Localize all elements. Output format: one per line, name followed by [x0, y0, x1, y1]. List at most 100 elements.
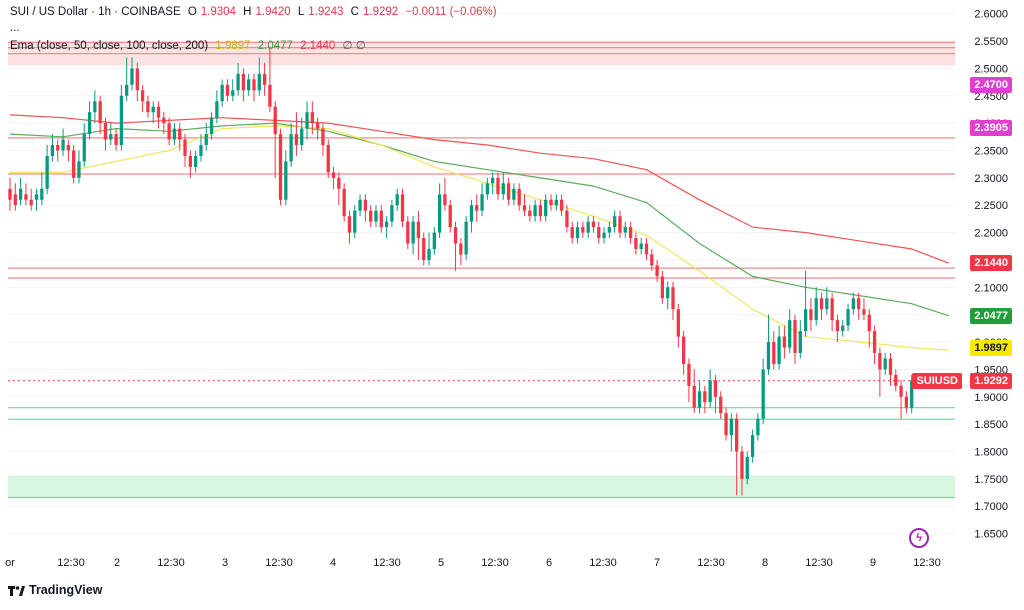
- candle: [628, 221, 633, 244]
- candle: [45, 145, 49, 195]
- candle-body: [613, 216, 617, 228]
- candle: [326, 139, 330, 178]
- candle-body: [437, 194, 442, 233]
- candle-body: [406, 221, 410, 244]
- x-tick-label: 8: [762, 557, 768, 569]
- candle-body: [87, 112, 92, 135]
- candle: [735, 413, 739, 496]
- candle-body: [178, 128, 182, 140]
- candle: [162, 112, 166, 135]
- candle: [835, 314, 840, 343]
- candle-body: [793, 320, 797, 353]
- candle-body: [745, 456, 749, 479]
- candle: [719, 391, 723, 419]
- y-tick-label: 2.2000: [974, 228, 1008, 240]
- flash-icon[interactable]: ϟ: [909, 528, 929, 548]
- candle-body: [363, 199, 368, 211]
- candle-body: [400, 194, 405, 222]
- candle: [496, 172, 500, 200]
- candle: [697, 380, 702, 414]
- tradingview-brand[interactable]: TradingView: [8, 583, 102, 597]
- horizontal-lines: [8, 41, 955, 499]
- candle-body: [103, 123, 108, 140]
- more-ellipsis[interactable]: ...: [10, 22, 20, 34]
- candle: [400, 188, 405, 228]
- candle: [491, 172, 495, 195]
- candle-body: [692, 385, 696, 408]
- candle-body: [888, 358, 893, 375]
- candle-body: [581, 227, 585, 233]
- candle: [294, 112, 299, 156]
- candle-body: [13, 194, 17, 206]
- candle-body: [655, 265, 659, 277]
- candle-body: [140, 90, 145, 102]
- candle-body: [172, 128, 177, 140]
- candle-body: [167, 123, 171, 140]
- candle: [50, 134, 55, 162]
- candle-body: [872, 331, 877, 353]
- candle-body: [819, 298, 824, 310]
- candle: [581, 221, 585, 239]
- candle-body: [236, 73, 240, 91]
- y-tick-label: 2.3500: [974, 145, 1008, 157]
- candle-body: [676, 309, 680, 337]
- candle-body: [554, 199, 558, 206]
- candle-body: [241, 73, 246, 91]
- candle-body: [528, 210, 532, 217]
- x-axis: or 12:30 2 12:30 3 12:30 4 12:30 5 12:30 6 12:30 7 12…: [5, 557, 941, 569]
- x-tick-label: 6: [546, 557, 552, 569]
- x-tick-label: 12:30: [805, 557, 833, 569]
- candle: [549, 194, 553, 211]
- candle: [469, 199, 474, 233]
- candle: [18, 177, 23, 206]
- candle: [803, 270, 808, 337]
- candle: [204, 123, 208, 151]
- candle-body: [724, 413, 728, 436]
- candle-body: [82, 134, 86, 162]
- x-tick-label: 12:30: [697, 557, 725, 569]
- candle: [231, 79, 235, 102]
- candle-body: [427, 249, 431, 260]
- candle: [899, 380, 903, 419]
- symbol-title[interactable]: SUI / US Dollar · 1h · COINBASE: [10, 6, 181, 18]
- candle: [713, 374, 718, 414]
- candle: [634, 232, 638, 255]
- candle: [347, 210, 352, 244]
- candle-body: [533, 205, 537, 217]
- candle: [315, 117, 320, 140]
- candle: [846, 303, 850, 332]
- candle: [193, 150, 198, 173]
- candle-body: [384, 221, 389, 228]
- candle-body: [803, 309, 808, 332]
- candle-body: [109, 134, 113, 140]
- candle: [660, 270, 665, 304]
- candle: [151, 101, 155, 124]
- candle: [188, 150, 192, 178]
- y-tick-label: 2.2500: [974, 200, 1008, 212]
- candle: [358, 194, 362, 217]
- candle: [862, 298, 866, 321]
- candle-body: [273, 106, 277, 135]
- candle-body: [575, 227, 580, 239]
- candle-body: [289, 134, 293, 162]
- candle-body: [61, 139, 65, 151]
- ema-label[interactable]: Ema (close, 50, close, 100, close, 200): [10, 40, 209, 52]
- candle-body: [29, 199, 33, 206]
- candle-body: [151, 106, 155, 113]
- candle-body: [268, 84, 272, 107]
- candle: [538, 199, 543, 222]
- candle: [156, 101, 161, 129]
- high-value: 1.9420: [255, 6, 291, 18]
- candle-body: [681, 336, 686, 364]
- candle-body: [257, 73, 261, 91]
- candle-body: [209, 117, 214, 135]
- candle: [390, 199, 394, 228]
- candle-body: [756, 418, 760, 436]
- tradingview-logo-icon: [8, 585, 25, 596]
- candle: [650, 249, 654, 271]
- candle-body: [565, 210, 569, 228]
- candle-body: [353, 210, 357, 233]
